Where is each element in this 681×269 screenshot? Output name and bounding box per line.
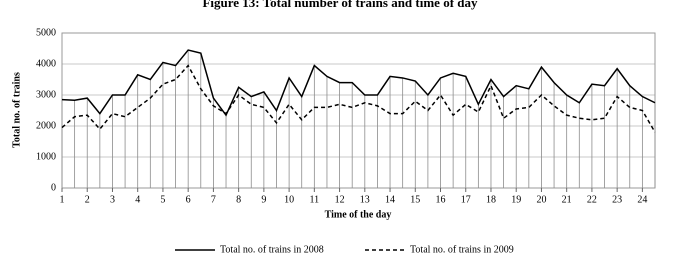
- y-tick-label: 5000: [36, 27, 56, 38]
- x-tick-label: 18: [486, 194, 496, 205]
- y-tick-label: 4000: [36, 58, 56, 69]
- x-tick-label: 17: [461, 194, 471, 205]
- y-tick-label: 1000: [36, 151, 56, 162]
- x-tick-label: 22: [587, 194, 597, 205]
- x-tick-label: 12: [335, 194, 345, 205]
- x-tick-label: 1: [60, 194, 65, 205]
- x-tick-label: 10: [284, 194, 294, 205]
- x-tick-label: 11: [310, 194, 320, 205]
- x-tick-label: 4: [135, 194, 140, 205]
- x-axis-label: Time of the day: [325, 209, 392, 220]
- y-tick-label: 2000: [36, 120, 56, 131]
- series-line: [61, 64, 656, 133]
- x-tick-label: 6: [186, 194, 191, 205]
- legend-label: Total no. of trains in 2008: [220, 244, 324, 255]
- x-tick-label: 13: [360, 194, 370, 205]
- x-tick-label: 23: [612, 194, 622, 205]
- x-tick-label: 3: [110, 194, 115, 205]
- x-tick-label: 24: [637, 194, 647, 205]
- x-tick-label: 2: [85, 194, 90, 205]
- legend-label: Total no. of trains in 2009: [410, 244, 514, 255]
- y-tick-label: 0: [51, 182, 56, 193]
- x-tick-label: 19: [511, 194, 521, 205]
- x-tick-label: 16: [436, 194, 446, 205]
- x-tick-label: 14: [385, 194, 395, 205]
- y-tick-label: 3000: [36, 89, 56, 100]
- x-tick-label: 5: [160, 194, 165, 205]
- x-tick-label: 20: [536, 194, 546, 205]
- x-tick-label: 7: [211, 194, 216, 205]
- chart-title: Figure 13: Total number of trains and ti…: [202, 0, 478, 10]
- x-tick-label: 8: [236, 194, 241, 205]
- x-tick-label: 9: [261, 194, 266, 205]
- y-axis-label: Total no. of trains: [11, 72, 22, 148]
- x-tick-label: 15: [410, 194, 420, 205]
- plot-frame: [61, 32, 656, 189]
- x-tick-label: 21: [562, 194, 572, 205]
- series-line: [61, 49, 656, 117]
